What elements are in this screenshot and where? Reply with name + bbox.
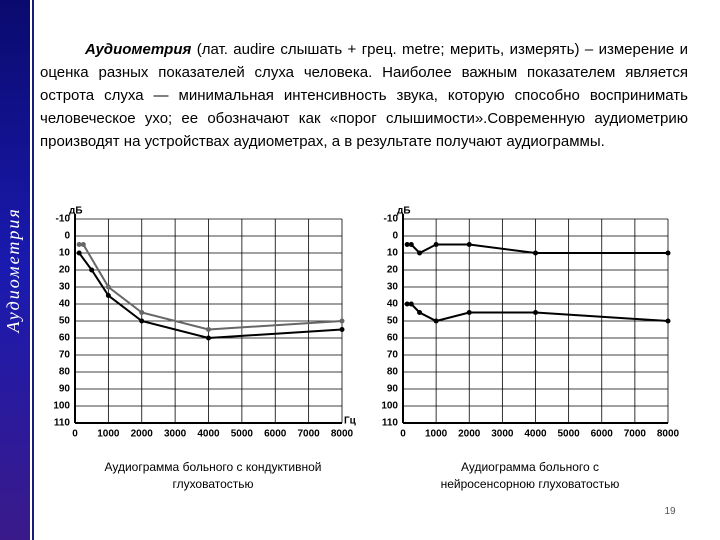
side-bar bbox=[0, 0, 30, 540]
x-unit: Гц bbox=[344, 416, 357, 427]
x-tick-label: 5000 bbox=[231, 429, 254, 440]
y-tick-label: 60 bbox=[387, 333, 399, 344]
x-tick-label: 4000 bbox=[197, 429, 220, 440]
y-tick-label: 90 bbox=[59, 384, 71, 395]
y-tick-label: 110 bbox=[54, 418, 71, 429]
x-tick-label: 8000 bbox=[331, 429, 354, 440]
x-tick-label: 8000 bbox=[657, 429, 680, 440]
x-tick-label: 7000 bbox=[298, 429, 321, 440]
data-point bbox=[339, 318, 345, 324]
x-tick-label: 6000 bbox=[591, 429, 614, 440]
chart-caption: Аудиограмма больного с нейросенсорною гл… bbox=[440, 460, 620, 491]
x-tick-label: 5000 bbox=[558, 429, 581, 440]
y-tick-label: 70 bbox=[387, 350, 399, 361]
paragraph: Аудиометрия (лат. audire слышать + грец.… bbox=[40, 38, 688, 153]
data-point bbox=[433, 242, 439, 247]
page-number: 19 bbox=[664, 506, 676, 517]
data-point bbox=[533, 250, 538, 256]
data-point bbox=[89, 267, 95, 273]
x-tick-label: 1000 bbox=[97, 429, 120, 440]
x-tick-label: 4000 bbox=[524, 429, 547, 440]
x-tick-label: 6000 bbox=[264, 429, 287, 440]
y-tick-label: 20 bbox=[59, 265, 71, 276]
y-tick-label: 90 bbox=[387, 384, 399, 395]
y-tick-label: 50 bbox=[59, 316, 71, 327]
y-unit: дБ bbox=[397, 206, 411, 217]
y-tick-label: 30 bbox=[59, 282, 71, 293]
data-point bbox=[76, 242, 82, 247]
x-tick-label: 3000 bbox=[164, 429, 187, 440]
y-tick-label: 10 bbox=[387, 248, 399, 259]
y-tick-label: 30 bbox=[387, 282, 399, 293]
series-line bbox=[78, 252, 343, 340]
x-tick-label: 0 bbox=[72, 429, 78, 440]
y-unit: дБ bbox=[69, 206, 83, 217]
data-point bbox=[105, 284, 111, 290]
y-tick-label: 80 bbox=[59, 367, 71, 378]
data-point bbox=[408, 301, 414, 307]
y-tick-label: 70 bbox=[59, 350, 71, 361]
data-point bbox=[206, 335, 211, 341]
y-tick-label: 50 bbox=[387, 316, 399, 327]
y-tick-label: -10 bbox=[384, 214, 399, 225]
x-tick-label: 0 bbox=[400, 429, 406, 440]
data-point bbox=[408, 242, 414, 247]
y-tick-label: 80 bbox=[387, 367, 399, 378]
y-tick-label: 60 bbox=[59, 333, 71, 344]
data-point bbox=[139, 318, 145, 324]
data-point bbox=[339, 327, 345, 332]
data-point bbox=[139, 310, 145, 315]
paragraph-text: (лат. audire слышать + грец. metre; мери… bbox=[40, 41, 688, 150]
y-tick-label: 100 bbox=[53, 401, 70, 412]
data-point bbox=[665, 318, 671, 324]
y-tick-label: 20 bbox=[387, 265, 399, 276]
x-tick-label: 1000 bbox=[425, 429, 448, 440]
chart-caption: Аудиограмма больного с кондуктивной глух… bbox=[104, 460, 322, 491]
x-tick-label: 7000 bbox=[624, 429, 647, 440]
data-point bbox=[76, 250, 82, 256]
x-tick-label: 2000 bbox=[131, 429, 154, 440]
y-tick-label: 10 bbox=[59, 248, 71, 259]
side-rule bbox=[32, 0, 34, 540]
term: Аудиометрия bbox=[85, 41, 192, 58]
y-tick-label: -10 bbox=[56, 214, 71, 225]
data-point bbox=[80, 242, 86, 247]
data-point bbox=[417, 310, 423, 315]
data-point bbox=[466, 242, 472, 247]
y-tick-label: 100 bbox=[381, 401, 398, 412]
data-point bbox=[533, 310, 538, 315]
data-point bbox=[466, 310, 472, 315]
y-tick-label: 0 bbox=[392, 231, 398, 242]
y-tick-label: 0 bbox=[64, 231, 70, 242]
data-point bbox=[417, 250, 423, 256]
y-tick-label: 40 bbox=[387, 299, 399, 310]
y-tick-label: 110 bbox=[382, 418, 399, 429]
x-tick-label: 3000 bbox=[491, 429, 514, 440]
data-point bbox=[665, 250, 671, 256]
data-point bbox=[206, 327, 211, 332]
side-title: Аудиометрия bbox=[3, 207, 23, 333]
data-point bbox=[105, 293, 111, 298]
x-tick-label: 2000 bbox=[458, 429, 481, 440]
y-tick-label: 40 bbox=[59, 299, 71, 310]
data-point bbox=[404, 301, 410, 307]
data-point bbox=[404, 242, 410, 247]
data-point bbox=[433, 318, 439, 324]
